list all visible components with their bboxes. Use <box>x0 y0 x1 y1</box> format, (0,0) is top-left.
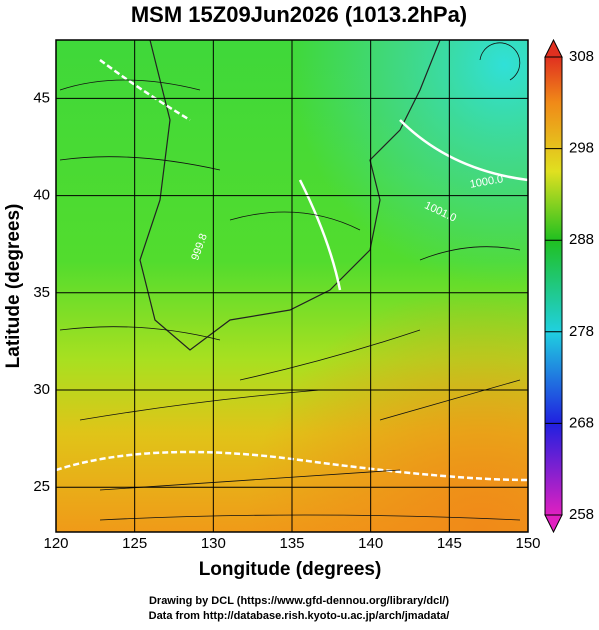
y-tick-label: 40 <box>33 187 50 204</box>
x-tick-label: 150 <box>515 535 540 552</box>
colorbar-tick-label: 288 <box>569 231 594 248</box>
y-tick-label: 45 <box>33 89 50 106</box>
colorbar <box>544 56 563 516</box>
x-tick-label: 145 <box>437 535 462 552</box>
y-tick-label: 35 <box>33 284 50 301</box>
colorbar-extend <box>544 38 563 58</box>
credit: Data from http://database.rish.kyoto-u.a… <box>149 610 450 622</box>
title: MSM 15Z09Jun2026 (1013.2hPa) <box>131 2 467 27</box>
x-tick-label: 130 <box>201 535 226 552</box>
x-tick-label: 135 <box>279 535 304 552</box>
y-tick-label: 30 <box>33 381 50 398</box>
colorbar-tick-label: 298 <box>569 140 594 157</box>
y-axis-label: Latitude (degrees) <box>3 204 24 369</box>
x-tick-label: 140 <box>358 535 383 552</box>
colorbar-tick-label: 268 <box>569 414 594 431</box>
colorbar-tick-label: 308 <box>569 48 594 65</box>
x-tick-label: 120 <box>43 535 68 552</box>
y-tick-label: 25 <box>33 478 50 495</box>
x-tick-label: 125 <box>122 535 147 552</box>
colorbar-tick-label: 278 <box>569 323 594 340</box>
contour-label: 1000.0 <box>469 173 504 191</box>
colorbar-tick-label: 258 <box>569 506 594 523</box>
x-axis-label: Longitude (degrees) <box>199 559 382 580</box>
credit: Drawing by DCL (https://www.gfd-dennou.o… <box>149 595 449 607</box>
colorbar-extend <box>544 514 563 534</box>
plot-frame <box>55 39 529 533</box>
